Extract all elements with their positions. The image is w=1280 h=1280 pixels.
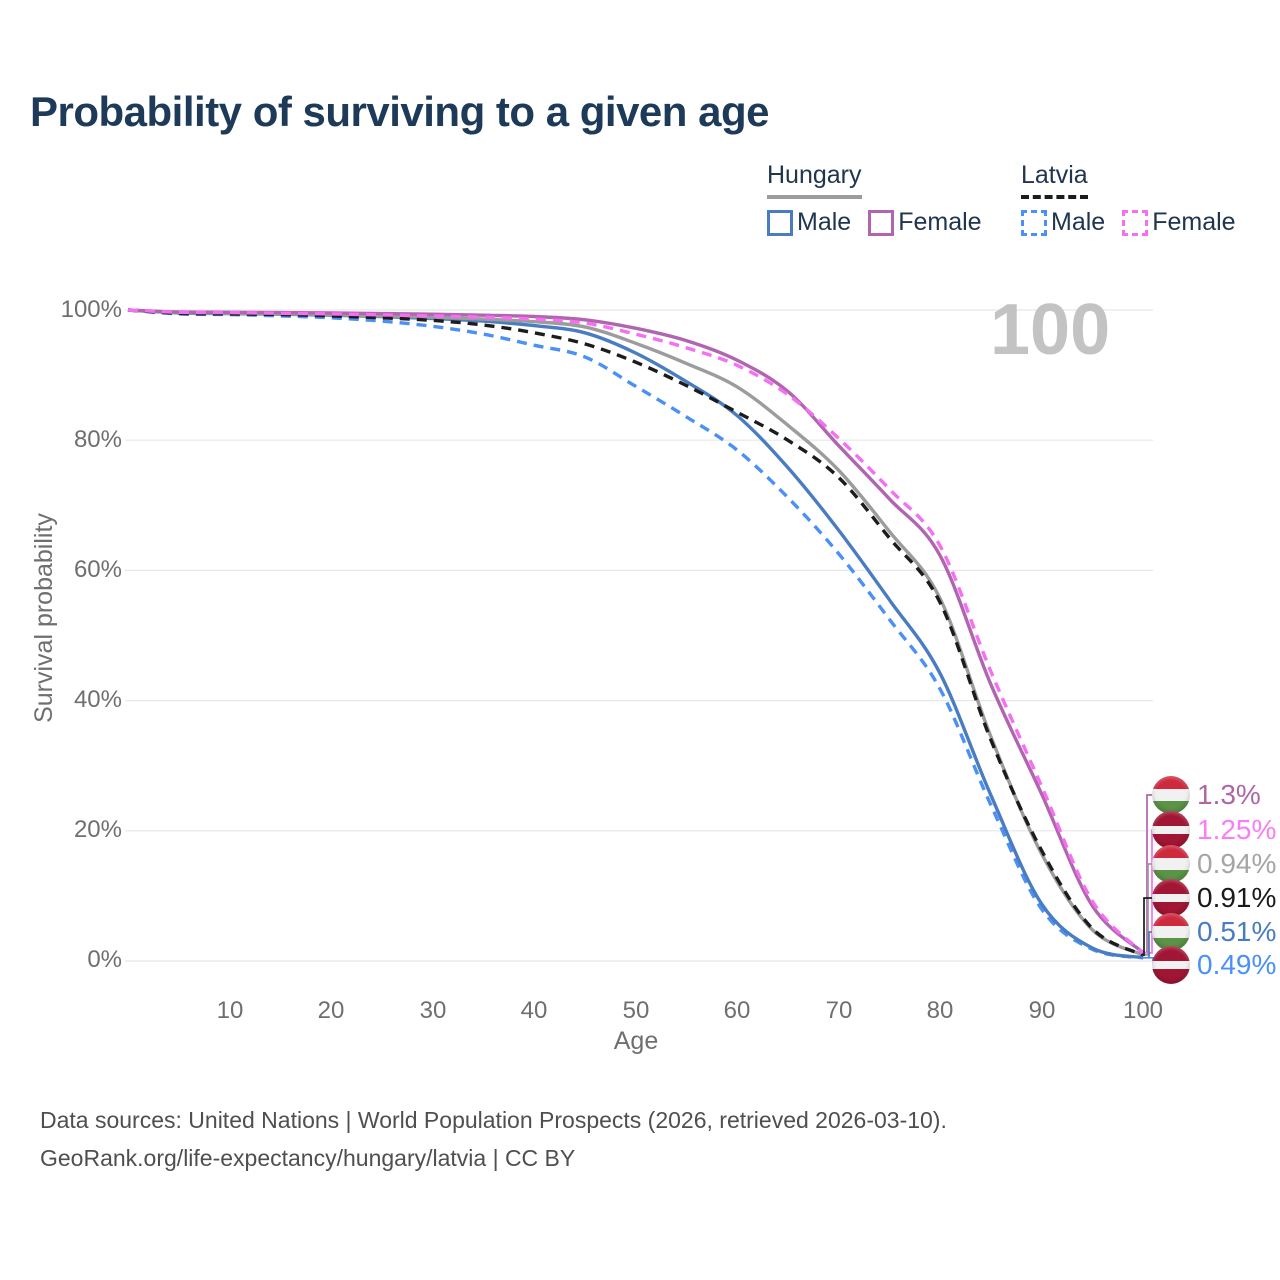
latvia-male-swatch-icon [1021,209,1047,236]
legend-toggle-hungary-female[interactable]: Female [868,208,982,237]
y-tick-label: 100% [60,296,122,323]
data-sources-note: Data sources: United Nations | World Pop… [40,1107,947,1133]
age-counter-watermark: 100 [990,290,1111,370]
end-label-text: 0.49% [1197,949,1277,980]
series-line-hungary [127,308,1144,957]
latvia-female-swatch-icon [1122,209,1149,236]
y-tick-label: 20% [73,816,122,843]
legend-toggle-latvia-female[interactable]: Female [1122,208,1236,237]
end-label-text: 1.25% [1197,814,1277,845]
series-line-latvia [127,308,1144,957]
series-end-label: 1.3% [1152,776,1261,814]
y-tick-label: 40% [73,686,122,713]
end-label-text: 0.94% [1197,848,1277,879]
latvia-flag-icon [1152,946,1190,984]
hungary-flag-icon [1152,845,1190,883]
series-line-latvia-female [127,308,1145,955]
x-tick-label: 50 [622,997,650,1024]
x-tick-label: 40 [520,997,548,1024]
y-axis-title: Survival probability [30,513,58,723]
legend-toggle-latvia-male[interactable]: Male [1021,208,1105,237]
x-tick-label: 60 [723,997,751,1024]
page-title: Probability of surviving to a given age [30,88,769,135]
legend-group-hungary: Hungary Male Female [767,161,982,237]
series-line-latvia-male [127,308,1144,960]
x-tick-label: 10 [216,997,244,1024]
legend-toggle-hungary[interactable]: Hungary [767,161,982,199]
y-tick-label: 60% [73,556,122,583]
legend-label-hungary-female: Female [898,208,982,236]
legend-hungary-label: Hungary [767,161,862,199]
legend-label-latvia-male: Male [1051,208,1106,236]
x-axis-title: Age [613,1027,659,1055]
series-end-label: 0.91% [1152,879,1276,917]
y-tick-label: 0% [87,946,122,973]
hungary-female-swatch-icon [868,209,895,236]
latvia-flag-icon [1152,811,1190,849]
series-line-hungary-female [127,308,1145,954]
series-end-label: 0.94% [1152,845,1276,883]
x-tick-label: 30 [419,997,447,1024]
y-tick-label: 80% [73,426,122,453]
legend-label-hungary-male: Male [797,208,852,236]
attribution-note: GeoRank.org/life-expectancy/hungary/latv… [40,1145,576,1171]
x-tick-label: 90 [1028,997,1056,1024]
legend-latvia-label: Latvia [1021,161,1088,199]
end-label-text: 0.51% [1197,916,1277,947]
x-tick-label: 70 [825,997,853,1024]
end-label-text: 0.91% [1197,882,1277,913]
legend-toggle-hungary-male[interactable]: Male [767,208,851,237]
legend-group-latvia: Latvia Male Female [1021,161,1236,237]
series-end-label: 0.51% [1152,913,1276,951]
series-line-hungary-male [127,308,1144,960]
hungary-flag-icon [1152,913,1190,951]
hungary-flag-icon [1152,776,1190,814]
series-end-label: 0.49% [1152,946,1276,984]
x-tick-label: 20 [317,997,345,1024]
legend-label-latvia-female: Female [1152,208,1236,236]
end-label-text: 1.3% [1197,779,1261,810]
x-tick-label: 100 [1122,997,1164,1024]
hungary-male-swatch-icon [767,209,793,236]
x-tick-label: 80 [926,997,954,1024]
series-end-label: 1.25% [1152,811,1276,849]
latvia-flag-icon [1152,879,1190,917]
legend-toggle-latvia[interactable]: Latvia [1021,161,1236,199]
